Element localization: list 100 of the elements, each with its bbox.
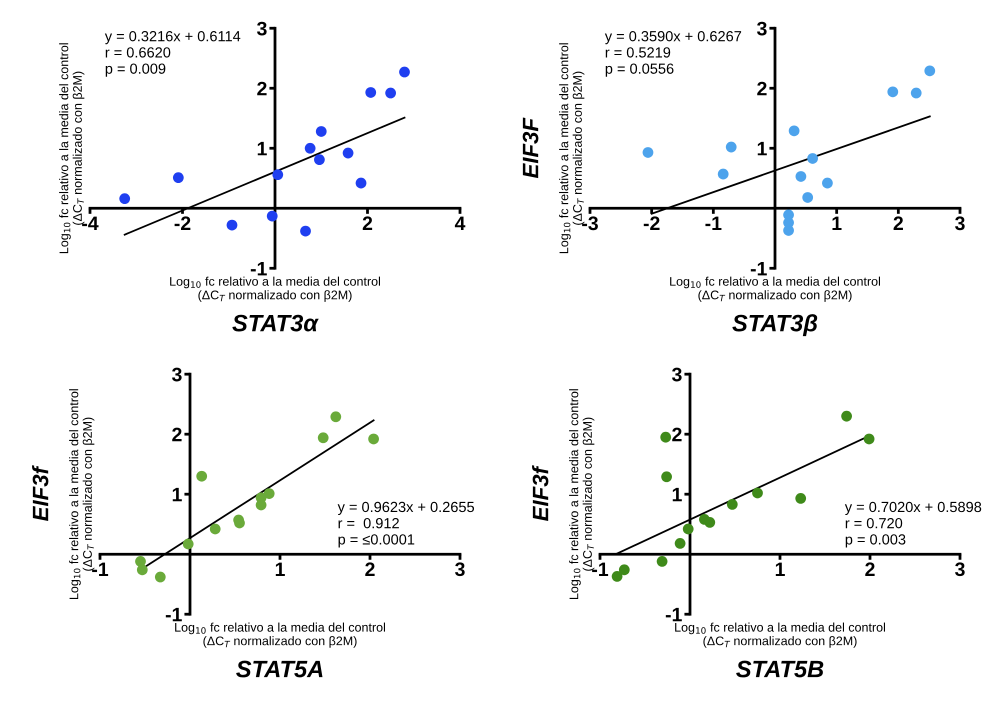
- point: [726, 142, 737, 152]
- x-tick-label: 2: [894, 216, 903, 230]
- point: [119, 193, 130, 204]
- y-tick-label: 2: [757, 82, 767, 96]
- y-tick-label: -1: [250, 262, 267, 276]
- x-tick-label: -1: [92, 562, 108, 576]
- point: [752, 488, 763, 498]
- y-tick-label: 2: [672, 428, 682, 442]
- x-tick-label: 1: [776, 562, 785, 576]
- x-tick-label: 4: [454, 216, 466, 230]
- x-tick-label: 3: [955, 216, 965, 230]
- y-tick-label: 1: [672, 488, 682, 502]
- y-tick-label: 1: [258, 142, 267, 156]
- x-axis-title: Log$_{10}$ fc relativo a la media del control (ΔC$_{T}$ normalizado con β2M): [175, 622, 385, 648]
- x-tick-label: 1: [276, 562, 285, 576]
- x-tick-label: 2: [362, 216, 372, 230]
- point: [642, 147, 654, 158]
- point: [795, 493, 806, 504]
- point: [841, 410, 852, 422]
- point: [788, 125, 800, 136]
- x-tick-label: 3: [455, 562, 465, 576]
- point: [330, 411, 342, 422]
- point: [783, 225, 794, 236]
- point: [154, 572, 166, 582]
- y-tick-label: 3: [672, 368, 682, 382]
- point: [368, 434, 379, 444]
- text: STAT5A: [236, 660, 322, 678]
- y-tick-label: 3: [756, 22, 767, 36]
- point: [136, 564, 148, 576]
- y-tick-label: -1: [166, 608, 182, 622]
- x-tick-label: 2: [365, 562, 375, 576]
- point: [612, 571, 622, 582]
- point: [660, 432, 672, 443]
- x-tick-label: -1: [592, 562, 608, 576]
- x-axis-title: Log$_{10}$ fc relativo a la media del control (ΔC$_{T}$ normalizado con β2M): [670, 276, 880, 302]
- point: [802, 192, 814, 203]
- x-tick-label: 1: [832, 216, 842, 230]
- point: [807, 153, 818, 164]
- text: Log$_{10}$ fc relativo a la media del control (ΔC$_{T}$ normalizado con β2M): [69, 389, 94, 600]
- y-tick-label: 2: [257, 82, 267, 96]
- point: [618, 564, 630, 576]
- point: [356, 178, 366, 188]
- point: [385, 88, 396, 98]
- text: STAT3β: [732, 314, 818, 336]
- point: [924, 65, 936, 76]
- y-axis-title: EIF3F: [522, 118, 538, 178]
- text: Log$_{10}$ fc relativo a la media del control (ΔC$_{T}$ normalizado con β2M): [59, 43, 84, 254]
- point: [300, 226, 311, 236]
- point: [661, 471, 672, 482]
- y-axis-title: EIF3f: [532, 465, 548, 521]
- y-tick-label: 1: [758, 142, 767, 156]
- point: [704, 517, 716, 528]
- point: [314, 154, 325, 166]
- annotation: y = 0.3216x + 0.6114 r = 0.6620 p = 0.009: [104, 31, 240, 77]
- annotation: y = 0.3590x + 0.6267 r = 0.5219 p = 0.0556: [604, 31, 742, 77]
- point: [256, 500, 266, 510]
- annotation: y = 0.9623x + 0.2655 r = 0.912 p = ≤0.0001: [338, 502, 474, 548]
- x-tick-label: -2: [174, 216, 190, 230]
- point: [264, 488, 275, 499]
- point: [365, 87, 376, 98]
- x-tick-label: 3: [955, 562, 965, 576]
- annotation: y = 0.7020x + 0.5898 r = 0.720 p = 0.003: [844, 502, 982, 548]
- point: [910, 88, 922, 98]
- point: [304, 142, 316, 154]
- y-tick-label: 3: [172, 368, 182, 382]
- text: STAT3α: [232, 314, 319, 332]
- point: [864, 434, 874, 444]
- point: [266, 210, 278, 222]
- text: Log$_{10}$ fc relativo a la media del control (ΔC$_{T}$ normalizado con β2M): [569, 389, 594, 600]
- point: [399, 66, 410, 78]
- y-tick-label: 3: [256, 22, 267, 36]
- y-axis-title: EIF3f: [32, 465, 48, 521]
- point: [182, 538, 194, 550]
- point: [796, 171, 806, 182]
- point: [674, 538, 686, 549]
- point: [656, 556, 668, 567]
- y-tick-label: 2: [172, 428, 182, 442]
- x-tick-label: -1: [705, 216, 722, 230]
- point: [887, 86, 898, 98]
- x-axis-title: Log$_{10}$ fc relativo a la media del control (ΔC$_{T}$ normalizado con β2M): [170, 276, 380, 302]
- point: [210, 524, 221, 534]
- point: [316, 126, 327, 137]
- point: [318, 432, 329, 444]
- point: [718, 168, 729, 180]
- point: [342, 148, 354, 158]
- point: [272, 169, 284, 180]
- point: [822, 178, 833, 188]
- y-tick-label: -1: [666, 608, 682, 622]
- point: [726, 499, 738, 510]
- point: [172, 172, 184, 184]
- x-tick-label: -2: [644, 216, 660, 230]
- point: [196, 470, 208, 482]
- x-tick-label: -4: [82, 216, 99, 230]
- x-tick-label: 2: [865, 562, 875, 576]
- x-tick-label: -3: [582, 216, 598, 230]
- point: [682, 524, 694, 534]
- x-axis-title: Log$_{10}$ fc relativo a la media del control (ΔC$_{T}$ normalizado con β2M): [675, 622, 885, 648]
- text: STAT5B: [736, 660, 824, 678]
- point: [226, 220, 238, 230]
- text: Log$_{10}$ fc relativo a la media del control (ΔC$_{T}$ normalizado con β2M): [559, 43, 584, 254]
